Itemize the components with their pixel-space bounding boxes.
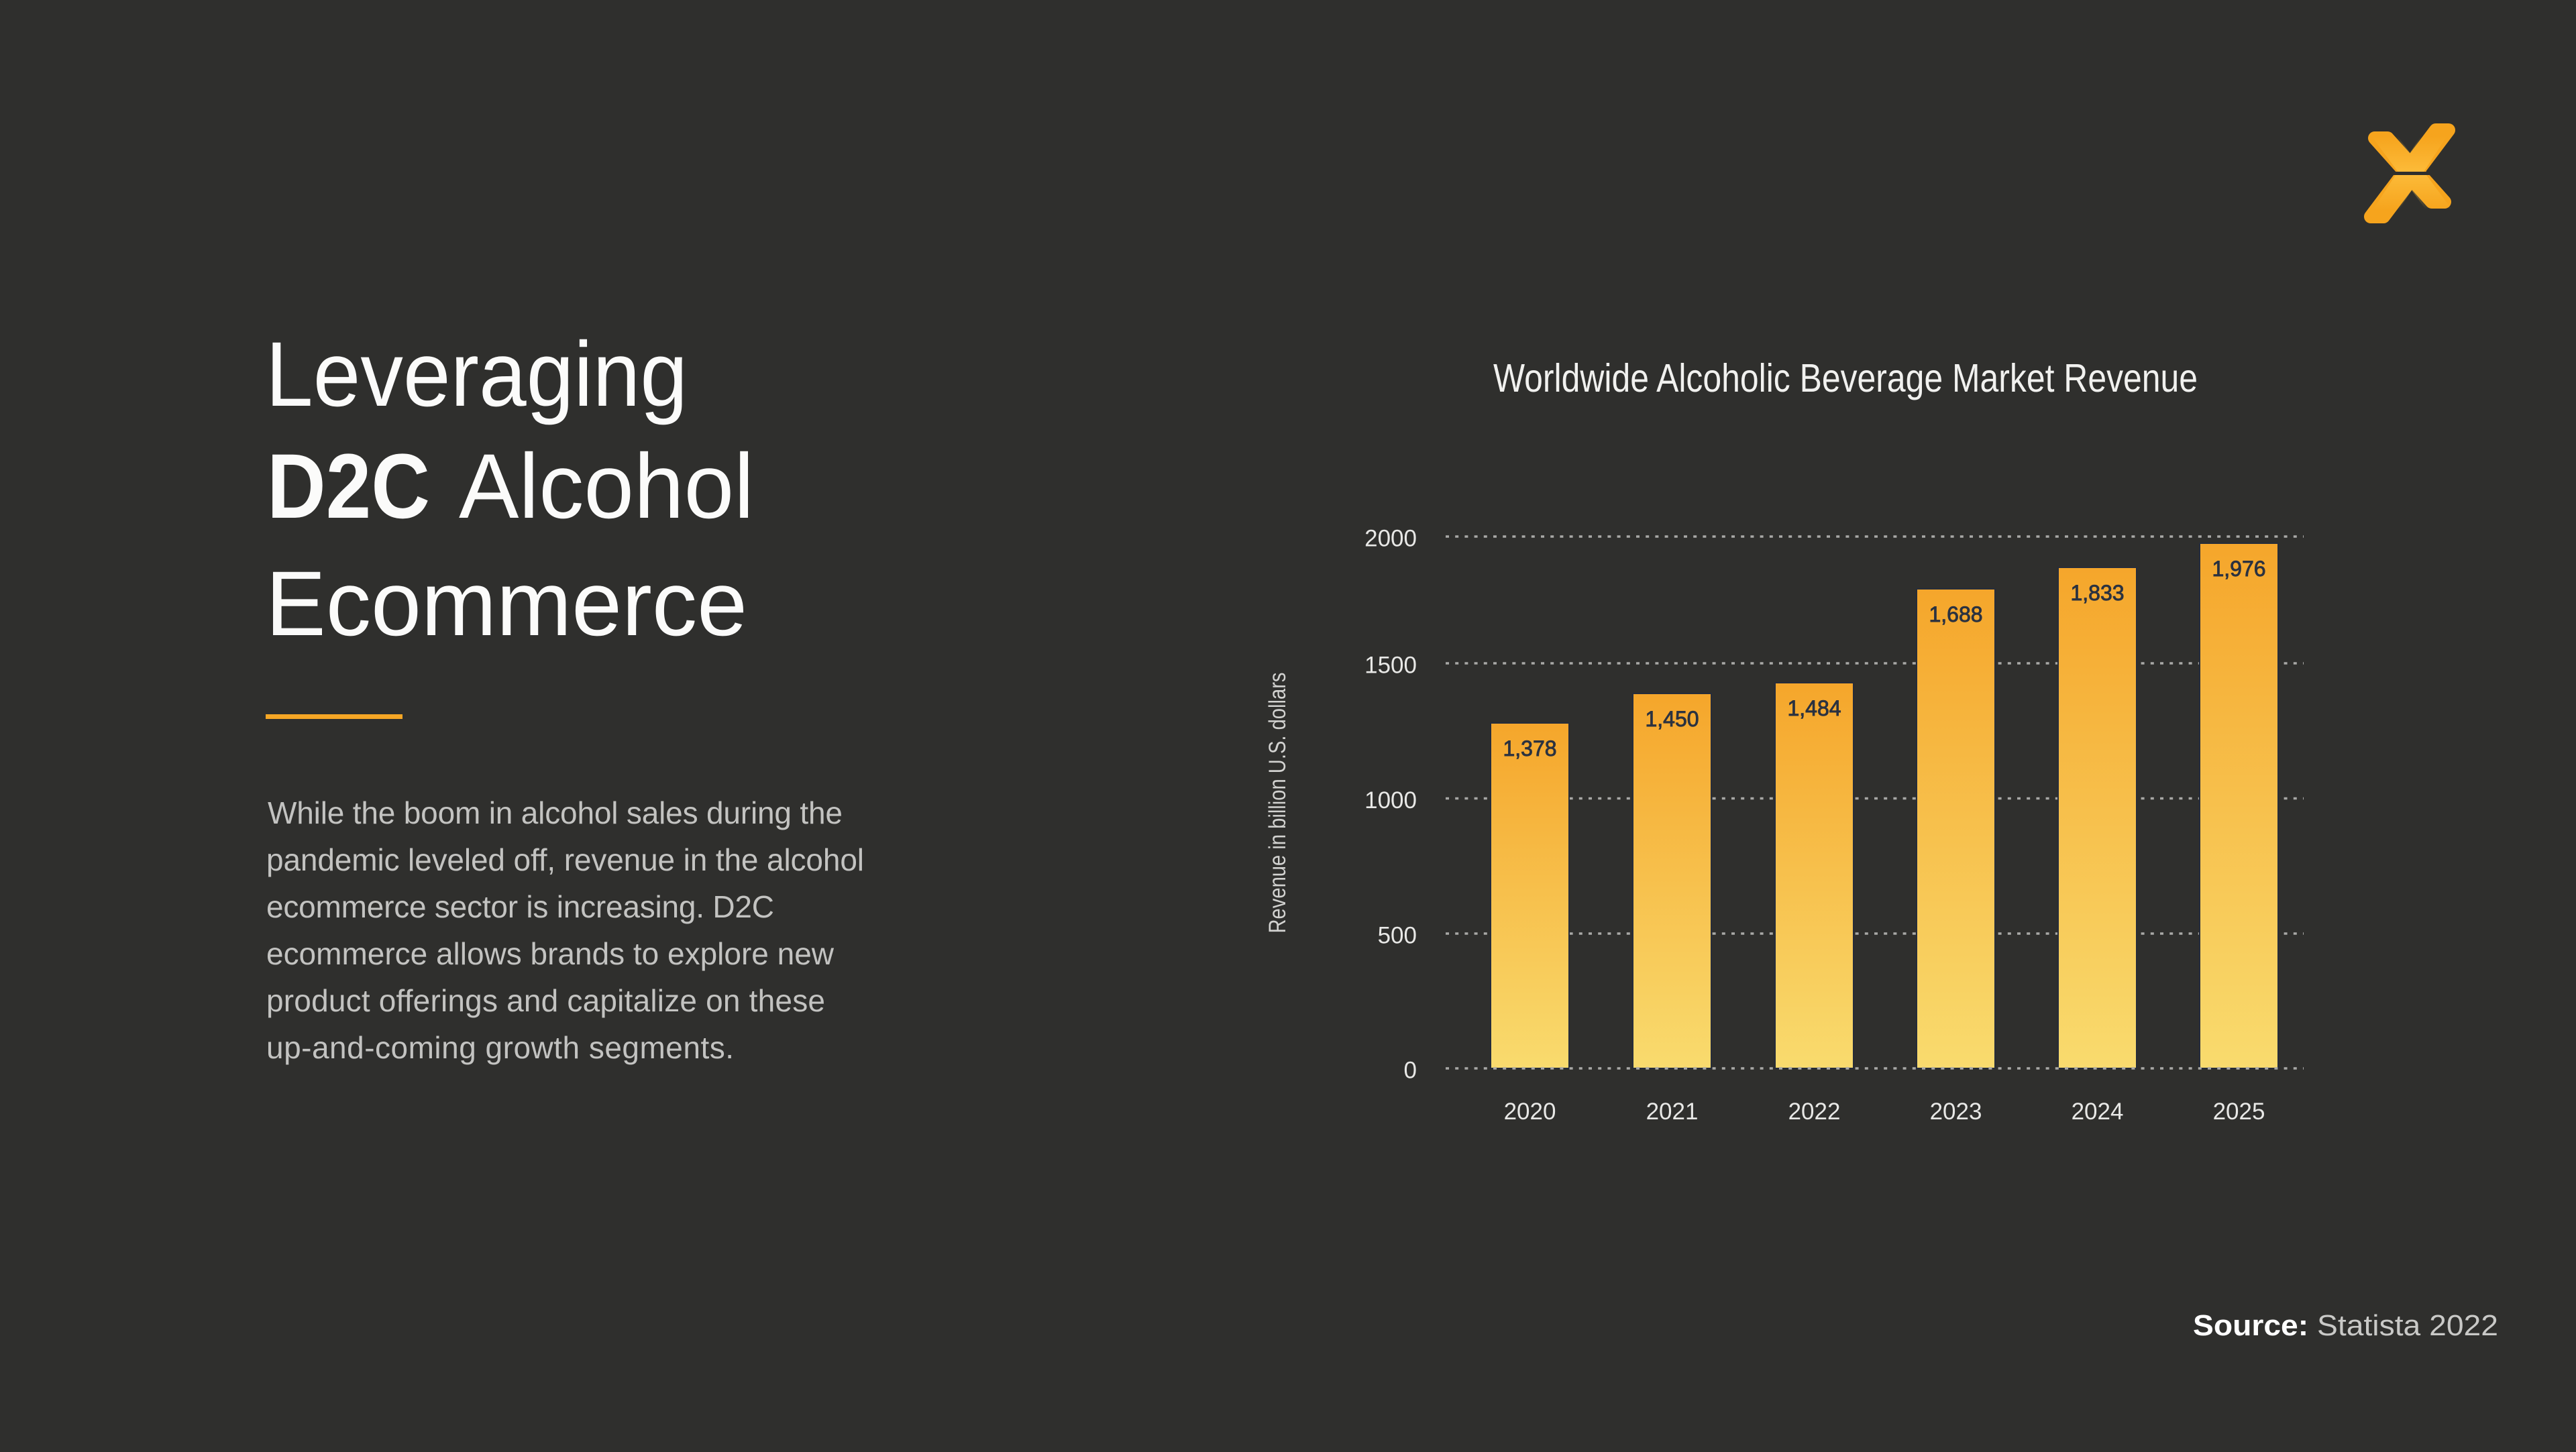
svg-text:2023: 2023 (1930, 1099, 1982, 1125)
svg-text:2024: 2024 (2072, 1099, 2124, 1125)
svg-text:Leveraging: Leveraging (266, 323, 688, 426)
svg-text:1,833: 1,833 (2070, 581, 2124, 605)
svg-text:1,450: 1,450 (1645, 707, 1699, 731)
svg-text:1,976: 1,976 (2212, 557, 2265, 581)
svg-text:ecommerce allows brands to exp: ecommerce allows brands to explore new (266, 936, 835, 971)
svg-text:1,378: 1,378 (1503, 736, 1556, 761)
svg-text:1,688: 1,688 (1929, 602, 1982, 626)
svg-text:0: 0 (1404, 1058, 1417, 1084)
svg-text:2025: 2025 (2213, 1099, 2265, 1125)
svg-text:pandemic leveled off, revenue: pandemic leveled off, revenue in the alc… (266, 842, 864, 877)
svg-text:Revenue in billion U.S. dollar: Revenue in billion U.S. dollars (1265, 673, 1291, 934)
svg-text:While the boom in alcohol sale: While the boom in alcohol sales during t… (268, 795, 843, 830)
svg-text:1,484: 1,484 (1787, 696, 1841, 720)
svg-text:2000: 2000 (1364, 526, 1417, 552)
svg-text:Ecommerce: Ecommerce (266, 553, 747, 655)
svg-text:1500: 1500 (1364, 653, 1417, 679)
svg-text:Worldwide Alcoholic Beverage M: Worldwide Alcoholic Beverage Market Reve… (1493, 356, 2198, 400)
svg-text:2021: 2021 (1646, 1099, 1699, 1125)
svg-text:ecommerce sector is increasing: ecommerce sector is increasing. D2C (266, 889, 774, 924)
svg-text:Source: Statista 2022: Source: Statista 2022 (2193, 1309, 2498, 1342)
svg-text:2022: 2022 (1788, 1099, 1841, 1125)
svg-text:Alcohol: Alcohol (459, 435, 754, 538)
svg-text:1000: 1000 (1364, 787, 1417, 814)
svg-text:product offerings and capitali: product offerings and capitalize on thes… (266, 983, 825, 1018)
svg-text:2020: 2020 (1504, 1099, 1556, 1125)
svg-text:up-and-coming growth segments.: up-and-coming growth segments. (266, 1030, 734, 1065)
svg-text:500: 500 (1378, 923, 1417, 949)
svg-text:D2C: D2C (267, 435, 430, 538)
